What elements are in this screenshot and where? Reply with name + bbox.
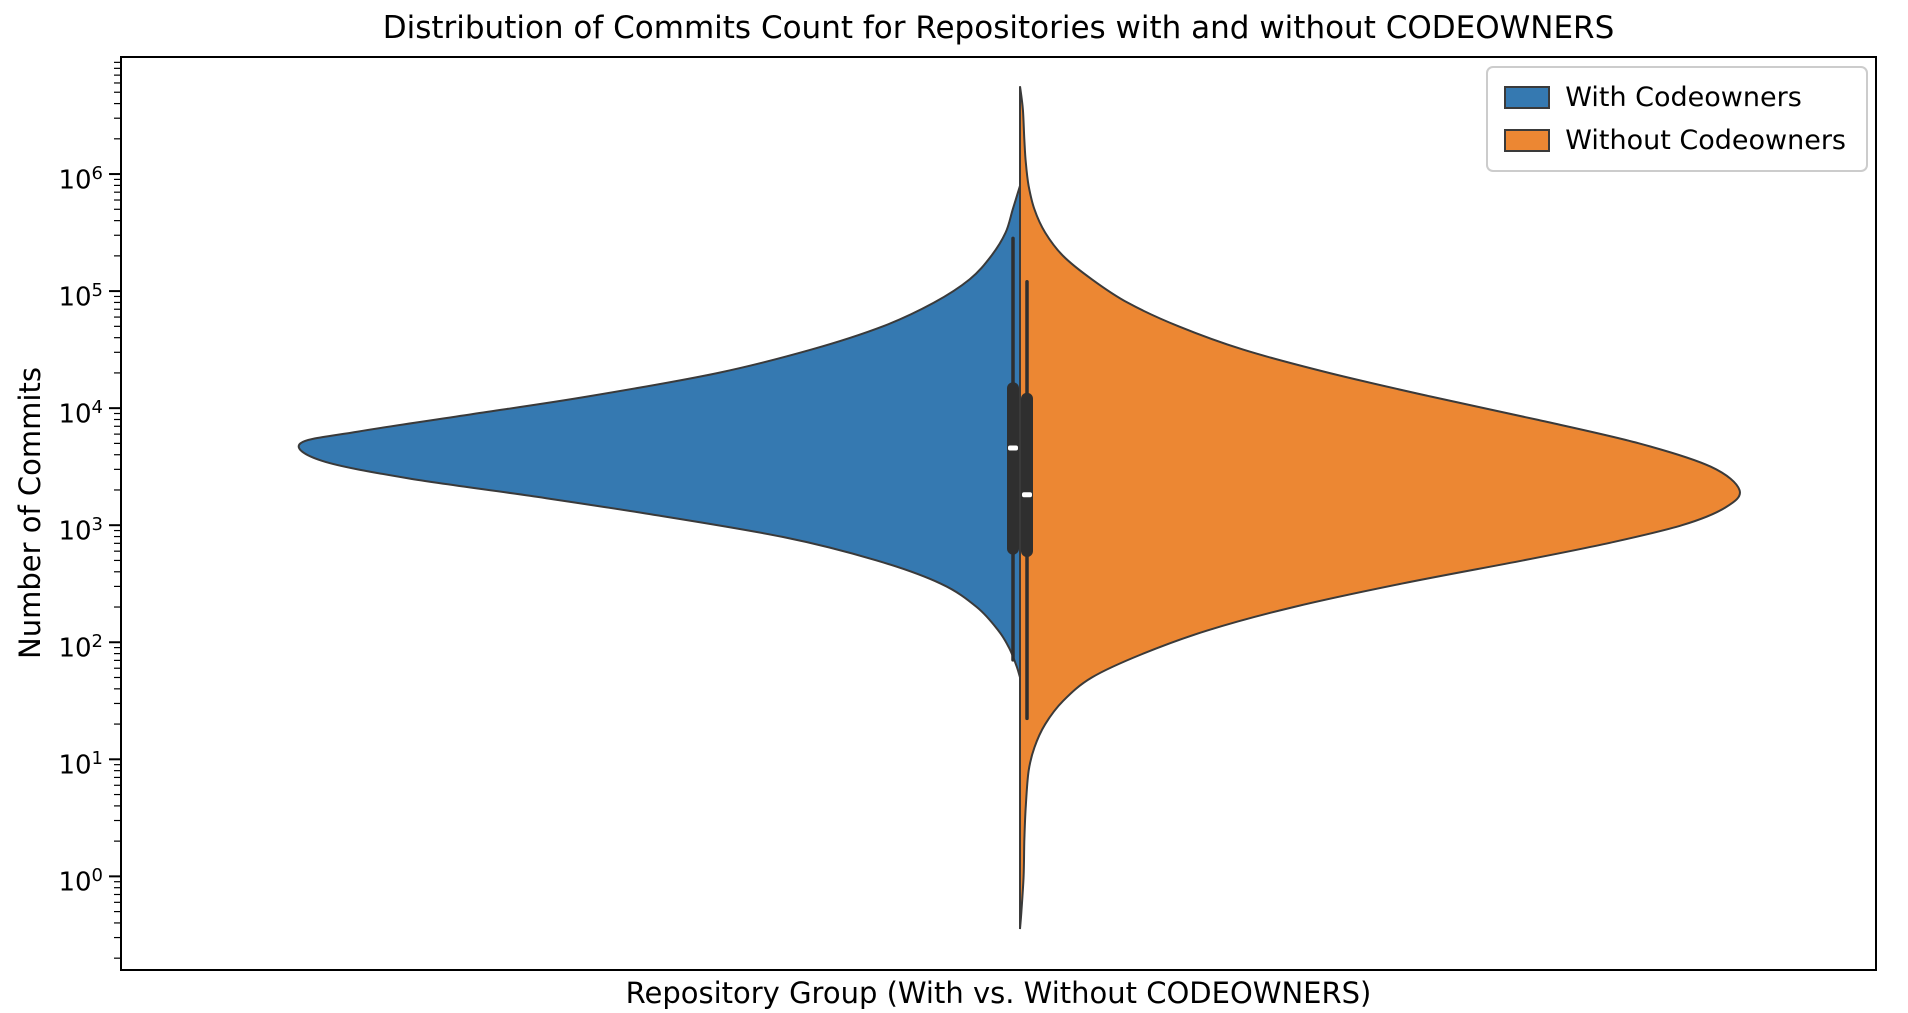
violin-right [1019, 86, 1741, 930]
axes-spines [120, 56, 1877, 971]
y-tick-label: 105 [58, 280, 103, 313]
y-tick-label: 103 [58, 514, 103, 547]
legend-label-without-codeowners: Without Codeowners [1565, 125, 1846, 156]
chart-title: Distribution of Commits Count for Reposi… [382, 10, 1615, 46]
box-median-left [1008, 445, 1018, 451]
legend-item-without-codeowners: Without Codeowners [1504, 125, 1846, 156]
y-tick-label: 102 [58, 631, 103, 664]
box-median-right [1022, 492, 1032, 498]
x-axis-label: Repository Group (With vs. Without CODEO… [625, 976, 1372, 1010]
y-tick-label: 104 [58, 397, 103, 430]
legend-swatch-without-codeowners [1504, 129, 1551, 152]
legend-item-with-codeowners: With Codeowners [1504, 82, 1846, 113]
y-tick-label: 106 [58, 163, 103, 196]
legend: With Codeowners Without Codeowners [1486, 66, 1868, 172]
violin-left [297, 185, 1021, 678]
y-tick-label: 100 [58, 865, 103, 898]
legend-swatch-with-codeowners [1504, 86, 1551, 109]
y-tick-label: 101 [58, 748, 103, 781]
legend-label-with-codeowners: With Codeowners [1565, 82, 1802, 113]
